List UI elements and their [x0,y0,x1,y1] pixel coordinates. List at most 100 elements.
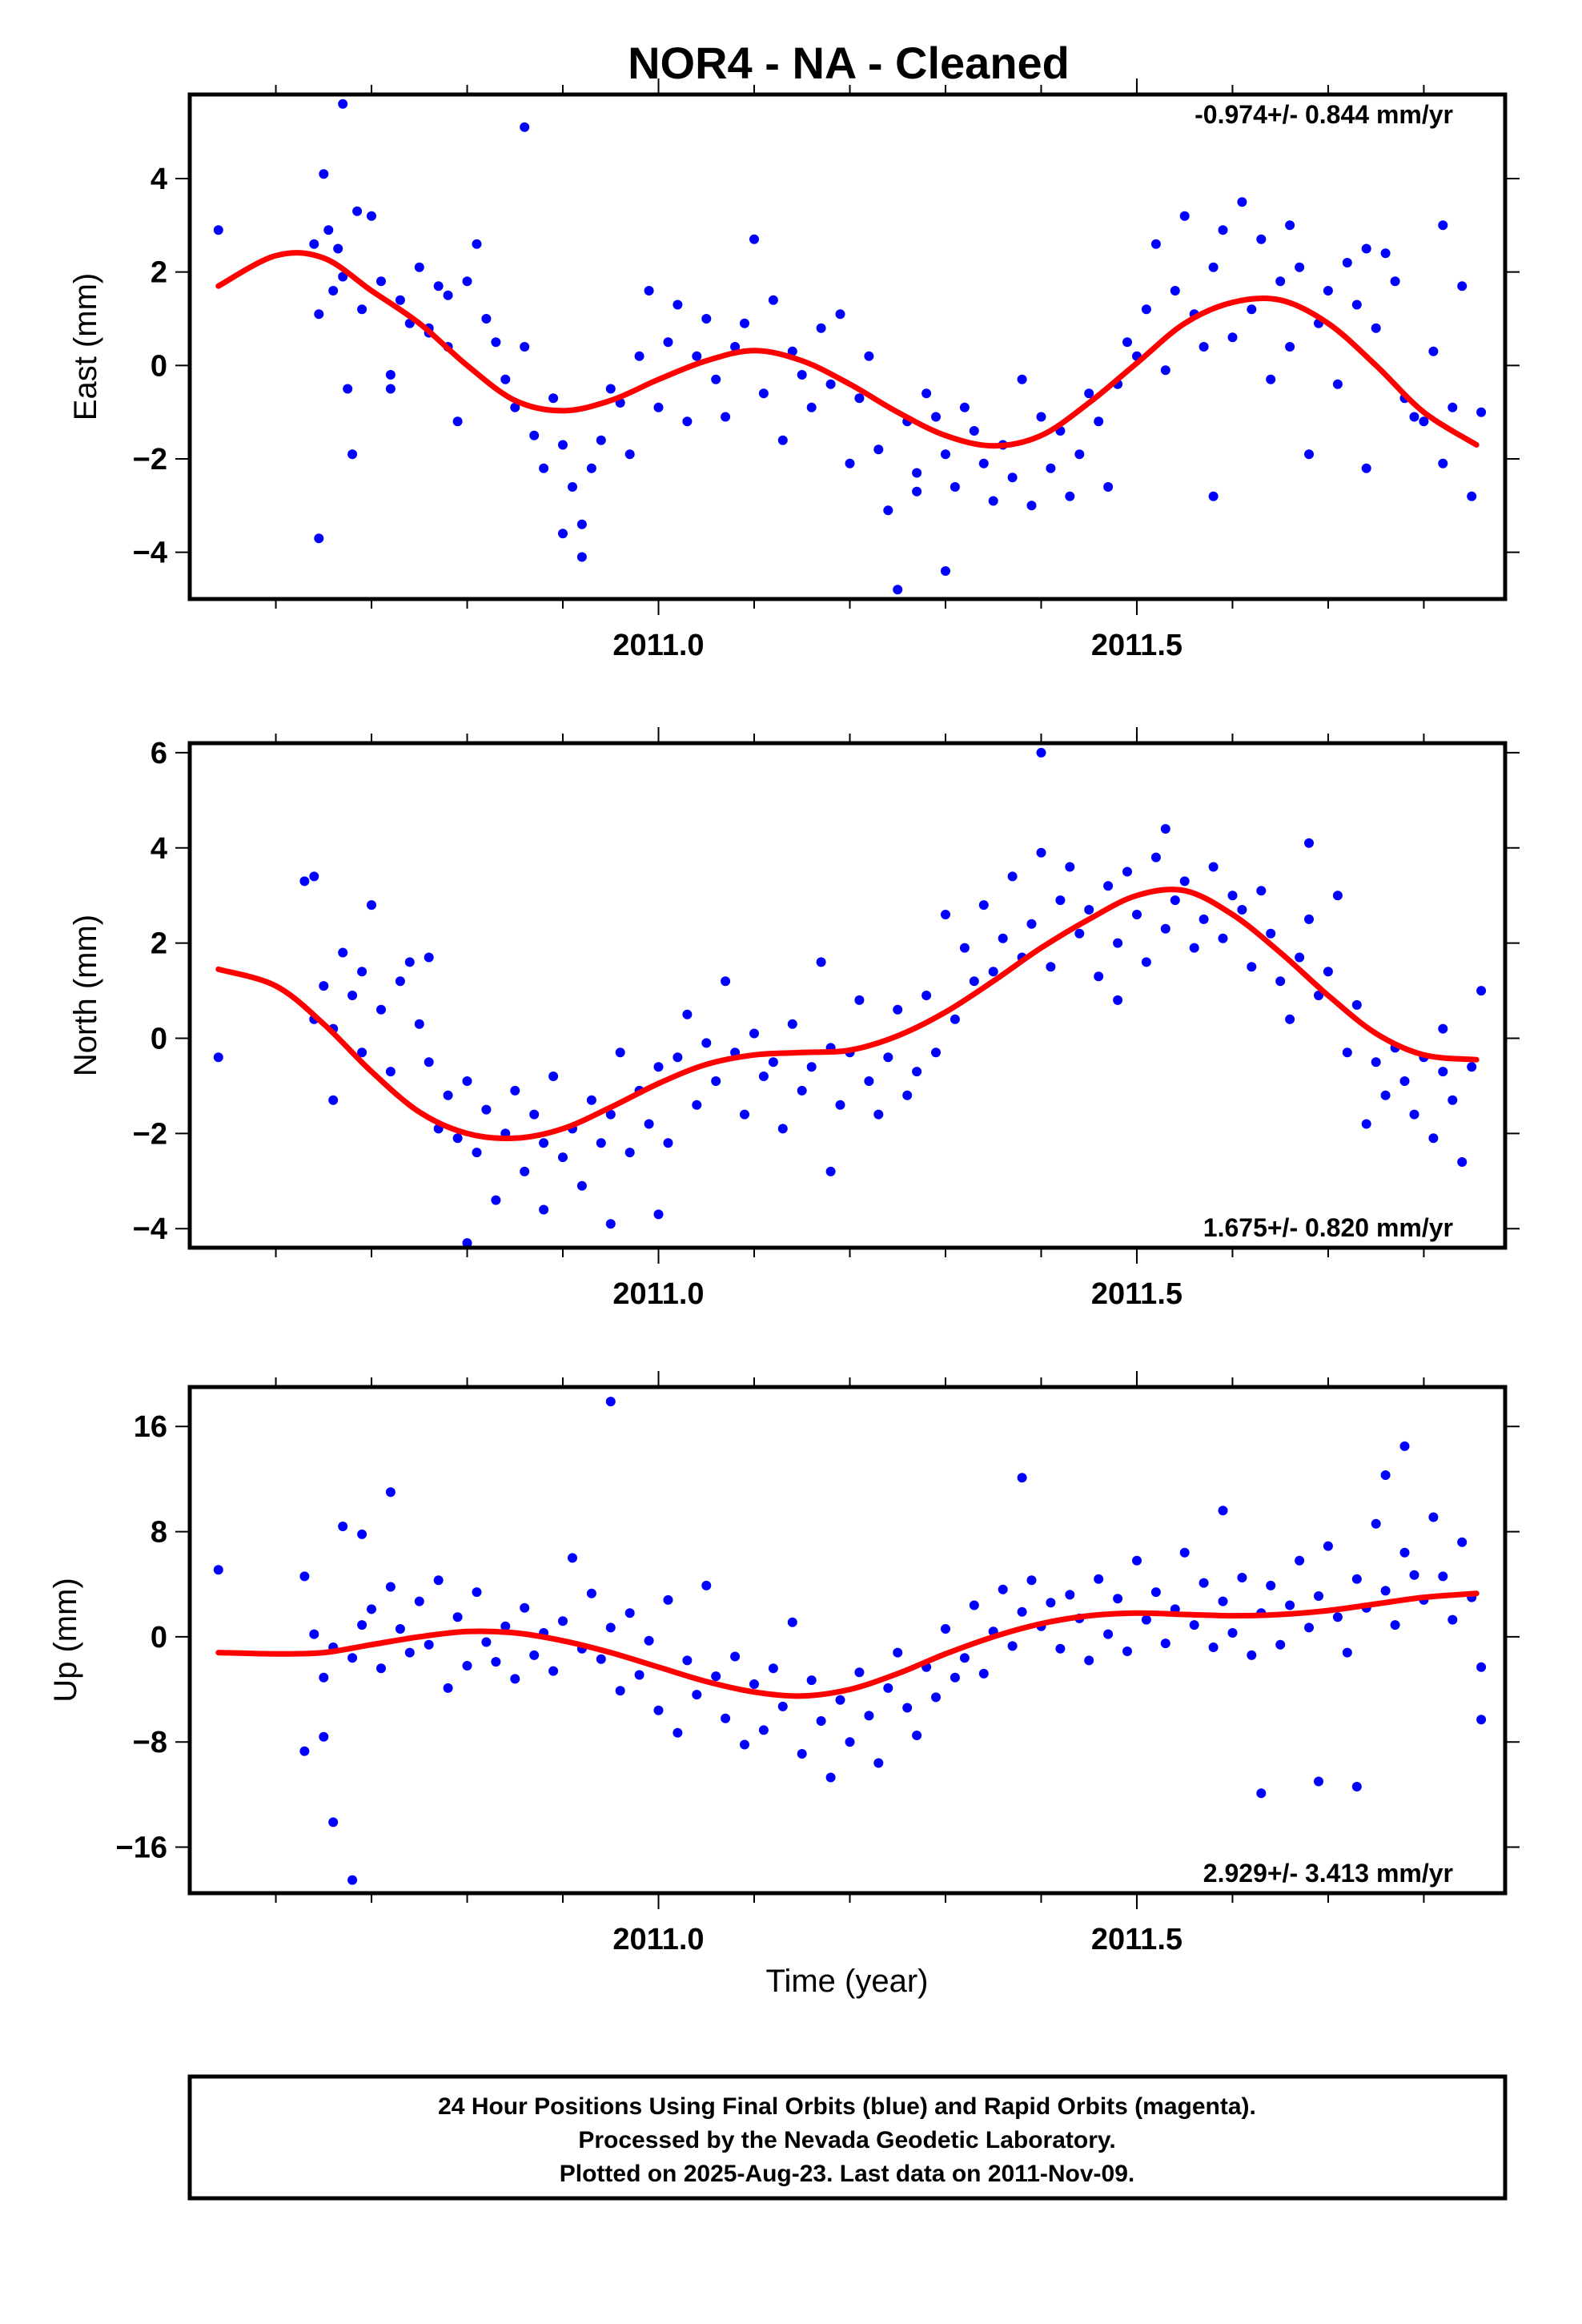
data-point [1227,332,1238,343]
data-point [912,468,922,478]
data-point [893,1647,903,1658]
data-point [558,529,568,539]
data-point [615,1047,625,1058]
data-point [1160,365,1170,376]
data-point [357,967,367,977]
data-point [624,1148,635,1158]
data-point [1256,234,1267,244]
data-point [414,1596,424,1606]
data-point [1285,342,1295,352]
data-point [510,1674,520,1684]
data-point [835,1695,845,1705]
data-point [1103,482,1114,492]
data-point [309,871,319,882]
data-point [1084,905,1094,915]
data-point [309,239,319,249]
data-point [1438,1571,1448,1582]
data-point [472,1148,482,1158]
data-point [730,342,741,352]
data-point [1438,1067,1448,1077]
data-point [721,1713,731,1723]
data-point [520,122,530,132]
data-point [314,533,324,544]
data-point [711,1671,721,1682]
data-point [950,1672,960,1683]
data-point [1084,388,1094,399]
data-point [1295,952,1305,963]
data-point [1055,1643,1066,1654]
data-point [835,1100,845,1110]
data-point [1007,472,1018,483]
data-point [787,1617,797,1627]
data-point [1208,491,1219,501]
data-point [692,351,702,361]
data-point [1007,871,1018,882]
y-tick-label: −2 [133,443,167,476]
data-point [338,1522,348,1531]
data-point [950,1014,960,1024]
data-point [605,1397,616,1407]
data-point [912,1067,922,1077]
data-point [1046,1598,1056,1608]
data-point [806,1675,817,1686]
y-tick-label: −16 [116,1831,167,1865]
data-point [758,1072,769,1081]
data-point [1457,1157,1468,1167]
data-point [740,318,749,328]
data-point [1150,239,1161,249]
north-panel: 2011.0 2011.5 6 4 2 0 −2 −4 North (mm) 1.675+/- 0… [68,727,1520,1311]
data-point [941,449,950,460]
data-point [1122,1647,1132,1656]
data-point [1208,262,1219,272]
data-point [816,323,826,333]
data-point [1103,1629,1114,1639]
y-tick-label: 0 [151,1022,167,1055]
data-point [749,1679,759,1689]
data-point [1113,938,1123,948]
footer-line-3: Plotted on 2025-Aug-23. Last data on 201… [560,2161,1135,2187]
data-point [1036,747,1046,758]
data-point [730,1651,741,1662]
data-point [825,1166,836,1176]
data-point [1113,1594,1123,1604]
data-point [816,1716,826,1726]
data-point [500,374,511,384]
data-point [1113,995,1123,1005]
up-panel: 2011.0 2011.5 16 8 0 −8 −16 Up (mm) 2.929+/- 3.4… [48,1371,1520,1956]
x-tick-label: 2011.5 [1091,1277,1182,1311]
data-point [864,351,874,361]
data-point [1295,262,1305,272]
data-point [777,1124,788,1134]
data-point [433,1575,444,1586]
data-point [367,900,376,911]
y-tick-label: 2 [151,256,167,290]
data-point [213,1052,223,1063]
data-point [1323,1541,1333,1551]
data-point [873,1109,884,1120]
data-point [682,1009,693,1019]
data-point [443,1683,453,1693]
data-point [510,1085,520,1096]
data-point [385,1487,396,1498]
data-point [1017,1473,1027,1483]
y-tick-label: 4 [151,163,167,196]
data-point [576,519,587,529]
data-point [1304,838,1314,848]
data-point [1247,1650,1257,1660]
data-point [520,1166,530,1176]
data-point [692,1690,702,1700]
data-point [1247,304,1257,315]
data-point [644,1119,654,1129]
data-point [472,1587,482,1598]
data-point [462,1661,472,1671]
data-point [1170,286,1180,296]
data-point [1189,1620,1199,1630]
data-point [1160,1638,1170,1649]
data-point [213,225,223,235]
data-point [969,1600,979,1610]
data-point [1065,1590,1075,1600]
data-point [797,1749,807,1759]
data-point [1304,1622,1314,1633]
x-tick-label: 2011.0 [612,1277,704,1311]
data-point [299,1571,310,1582]
